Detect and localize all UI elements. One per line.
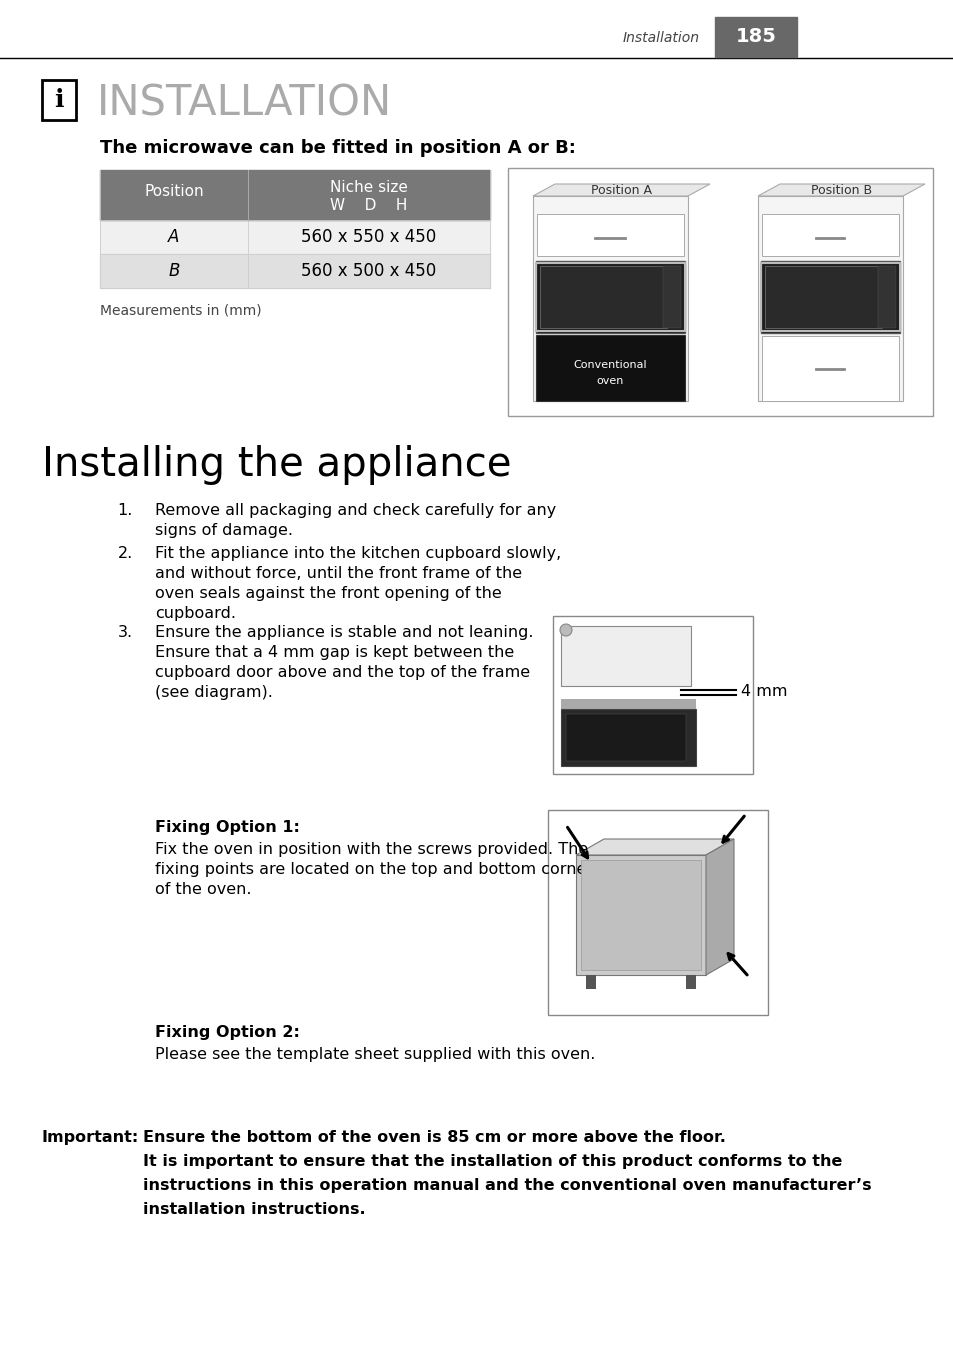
- Bar: [507, 168, 932, 416]
- Text: of the oven.: of the oven.: [154, 881, 252, 896]
- Text: Ensure the bottom of the oven is 85 cm or more above the floor.: Ensure the bottom of the oven is 85 cm o…: [143, 1131, 725, 1145]
- Bar: [761, 214, 898, 256]
- Text: 185: 185: [735, 27, 776, 46]
- Bar: [553, 616, 752, 774]
- Text: Installation: Installation: [622, 31, 700, 45]
- Polygon shape: [705, 839, 733, 975]
- Text: 2.: 2.: [117, 546, 132, 561]
- Circle shape: [559, 624, 572, 636]
- Bar: [100, 219, 490, 255]
- Bar: [539, 265, 666, 328]
- Text: Conventional: Conventional: [573, 360, 647, 370]
- Bar: [560, 699, 696, 709]
- Bar: [100, 255, 490, 288]
- Polygon shape: [758, 184, 924, 196]
- Text: Important:: Important:: [42, 1131, 139, 1145]
- Bar: [565, 714, 685, 761]
- Text: Measurements in (mm): Measurements in (mm): [100, 303, 261, 317]
- Bar: [536, 263, 684, 330]
- Text: 4 mm: 4 mm: [740, 685, 786, 700]
- Bar: [764, 265, 882, 328]
- Bar: [758, 196, 902, 401]
- Text: 560 x 500 x 450: 560 x 500 x 450: [301, 263, 436, 280]
- Bar: [560, 709, 696, 766]
- Bar: [100, 171, 490, 219]
- Bar: [536, 261, 684, 333]
- Bar: [714, 18, 796, 57]
- Text: instructions in this operation manual and the conventional oven manufacturer’s: instructions in this operation manual an…: [143, 1178, 871, 1193]
- Bar: [536, 334, 684, 401]
- Text: Niche size: Niche size: [330, 180, 408, 195]
- Text: 3.: 3.: [118, 626, 132, 640]
- Text: Fix the oven in position with the screws provided. The: Fix the oven in position with the screws…: [154, 842, 588, 857]
- Text: and without force, until the front frame of the: and without force, until the front frame…: [154, 566, 521, 581]
- Text: It is important to ensure that the installation of this product conforms to the: It is important to ensure that the insta…: [143, 1154, 841, 1169]
- Bar: [547, 810, 767, 1016]
- Text: oven seals against the front opening of the: oven seals against the front opening of …: [154, 586, 501, 601]
- Text: installation instructions.: installation instructions.: [143, 1202, 365, 1217]
- Text: Position A: Position A: [590, 184, 651, 198]
- Text: Position: Position: [144, 184, 204, 199]
- Bar: [576, 854, 705, 975]
- Polygon shape: [533, 184, 709, 196]
- Text: i: i: [54, 88, 64, 112]
- Text: Remove all packaging and check carefully for any: Remove all packaging and check carefully…: [154, 502, 556, 519]
- Bar: [580, 860, 700, 969]
- Text: cupboard door above and the top of the frame: cupboard door above and the top of the f…: [154, 665, 530, 680]
- Bar: [585, 975, 596, 988]
- Text: signs of damage.: signs of damage.: [154, 523, 293, 538]
- Text: Ensure that a 4 mm gap is kept between the: Ensure that a 4 mm gap is kept between t…: [154, 645, 514, 659]
- Polygon shape: [576, 839, 733, 854]
- Text: INSTALLATION: INSTALLATION: [97, 83, 392, 125]
- Bar: [877, 265, 895, 328]
- Text: The microwave can be fitted in position A or B:: The microwave can be fitted in position …: [100, 139, 576, 157]
- Bar: [537, 214, 683, 256]
- Text: Fixing Option 2:: Fixing Option 2:: [154, 1025, 299, 1040]
- Text: Position B: Position B: [810, 184, 871, 198]
- Text: B: B: [168, 263, 179, 280]
- Bar: [42, 80, 76, 121]
- Bar: [760, 261, 899, 333]
- Text: 560 x 550 x 450: 560 x 550 x 450: [301, 227, 436, 246]
- Text: oven: oven: [597, 376, 623, 386]
- Text: Fit the appliance into the kitchen cupboard slowly,: Fit the appliance into the kitchen cupbo…: [154, 546, 560, 561]
- Text: cupboard.: cupboard.: [154, 607, 235, 621]
- Text: fixing points are located on the top and bottom corners: fixing points are located on the top and…: [154, 862, 600, 877]
- Bar: [761, 336, 898, 401]
- Bar: [760, 263, 899, 330]
- Bar: [685, 975, 696, 988]
- Text: W    D    H: W D H: [330, 198, 407, 213]
- Bar: [662, 265, 680, 328]
- Text: A: A: [168, 227, 179, 246]
- Text: 1.: 1.: [117, 502, 132, 519]
- Text: Fixing Option 1:: Fixing Option 1:: [154, 821, 299, 835]
- Text: Installing the appliance: Installing the appliance: [42, 445, 511, 485]
- Text: Please see the template sheet supplied with this oven.: Please see the template sheet supplied w…: [154, 1047, 595, 1062]
- Bar: [533, 196, 687, 401]
- Text: (see diagram).: (see diagram).: [154, 685, 273, 700]
- Bar: [560, 626, 690, 686]
- Text: Ensure the appliance is stable and not leaning.: Ensure the appliance is stable and not l…: [154, 626, 533, 640]
